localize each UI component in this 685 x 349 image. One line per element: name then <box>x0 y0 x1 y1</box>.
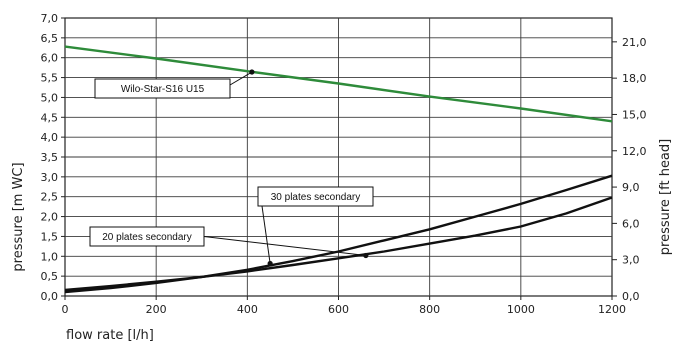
callout-marker <box>249 69 255 75</box>
y-tick-label: 3,0 <box>41 171 59 184</box>
y2-tick-label: 15,0 <box>622 108 647 121</box>
series-layer <box>64 45 613 294</box>
callout-layer: Wilo-Star-S16 U15 30 plates secondary 20 p… <box>89 69 374 267</box>
series-line-0 <box>64 45 613 123</box>
tick-layer: 0,0 0,5 1,0 1,5 2,0 2,5 3,0 3,5 4,0 4,5 5,0 5,5 6,0 6… <box>41 12 647 316</box>
callout-label: Wilo-Star-S16 U15 <box>121 84 205 95</box>
callout-leader <box>261 205 271 264</box>
y-tick-label: 5,5 <box>41 72 59 85</box>
callout-box <box>257 186 374 207</box>
y2-tick-label: 6,0 <box>622 217 640 230</box>
callout-box <box>94 78 231 99</box>
y-tick-label: 3,5 <box>41 151 59 164</box>
callout-marker <box>363 252 369 259</box>
x-tick-label: 0 <box>62 303 69 316</box>
y-tick-label: 0,5 <box>41 270 59 283</box>
y2-tick-label: 9,0 <box>622 181 640 194</box>
callout-marker <box>267 260 273 267</box>
y-tick-label: 7,0 <box>41 12 59 25</box>
x-tick-label: 200 <box>146 303 167 316</box>
y-tick-label: 1,0 <box>41 250 59 263</box>
y-tick-label: 2,0 <box>41 211 59 224</box>
callout-leader <box>203 236 366 256</box>
callout-leader <box>229 71 253 86</box>
y2-tick-label: 18,0 <box>622 72 647 85</box>
callout-label: 20 plates secondary <box>102 232 192 243</box>
y-tick-label: 0,0 <box>41 290 59 303</box>
x-tick-label: 600 <box>328 303 349 316</box>
x-tick-label: 400 <box>237 303 258 316</box>
y-axis-title: pressure [m WC] <box>11 162 26 271</box>
y2-tick-label: 0,0 <box>622 290 640 303</box>
y2-tick-label: 12,0 <box>622 145 647 158</box>
y-tick-label: 5,0 <box>41 91 59 104</box>
x-axis-title: flow rate [l/h] <box>66 328 154 343</box>
series-line-2 <box>64 196 613 292</box>
x-tick-label: 800 <box>419 303 440 316</box>
y2-axis-title: pressure [ft head] <box>658 139 673 255</box>
y-tick-label: 6,0 <box>41 52 59 65</box>
y2-tick-label: 3,0 <box>622 254 640 267</box>
y-tick-label: 2,5 <box>41 191 59 204</box>
x-tick-label: 1200 <box>598 303 626 316</box>
x-tick-label: 1000 <box>507 303 535 316</box>
y-tick-label: 4,0 <box>41 131 59 144</box>
y2-tick-label: 21,0 <box>622 36 647 49</box>
y-tick-label: 6,5 <box>41 32 59 45</box>
y-tick-label: 4,5 <box>41 111 59 124</box>
y-tick-label: 1,5 <box>41 230 59 243</box>
callout-box <box>89 226 205 247</box>
callout-label: 30 plates secondary <box>271 192 361 203</box>
